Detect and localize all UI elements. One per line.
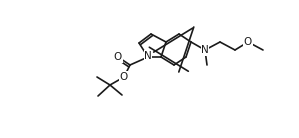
Text: N: N [201,45,209,55]
Text: N: N [144,51,152,61]
Text: O: O [120,72,128,82]
Text: O: O [244,37,252,47]
Text: O: O [114,52,122,62]
